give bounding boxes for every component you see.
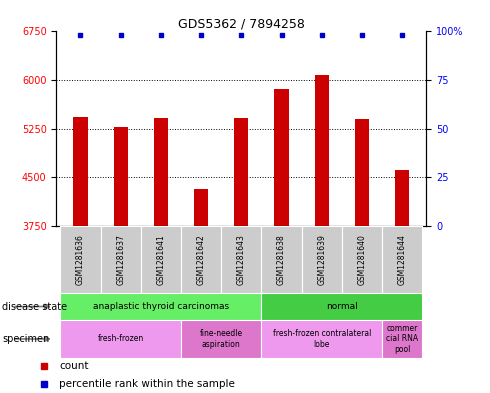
- Bar: [262, 293, 422, 320]
- Bar: [114, 127, 128, 226]
- Title: GDS5362 / 7894258: GDS5362 / 7894258: [178, 17, 305, 30]
- Bar: [382, 320, 422, 358]
- Text: fresh-frozen contralateral
lobe: fresh-frozen contralateral lobe: [272, 329, 371, 349]
- Text: commer
cial RNA
pool: commer cial RNA pool: [386, 324, 418, 354]
- Text: GSM1281636: GSM1281636: [76, 234, 85, 285]
- Bar: [181, 226, 221, 293]
- Text: GSM1281640: GSM1281640: [358, 234, 367, 285]
- Text: GSM1281644: GSM1281644: [398, 234, 407, 285]
- Text: GSM1281637: GSM1281637: [116, 234, 125, 285]
- Text: percentile rank within the sample: percentile rank within the sample: [59, 379, 235, 389]
- Text: normal: normal: [326, 302, 358, 311]
- Bar: [100, 226, 141, 293]
- Bar: [315, 75, 329, 226]
- Bar: [60, 226, 100, 293]
- Bar: [395, 169, 409, 226]
- Bar: [181, 320, 262, 358]
- Bar: [194, 189, 208, 226]
- Text: specimen: specimen: [2, 334, 49, 344]
- Text: GSM1281638: GSM1281638: [277, 234, 286, 285]
- Text: GSM1281643: GSM1281643: [237, 234, 246, 285]
- Bar: [74, 117, 88, 226]
- Bar: [355, 119, 369, 226]
- Text: GSM1281641: GSM1281641: [156, 234, 166, 285]
- Text: fine-needle
aspiration: fine-needle aspiration: [199, 329, 243, 349]
- Bar: [382, 226, 422, 293]
- Text: GSM1281642: GSM1281642: [196, 234, 206, 285]
- Text: disease state: disease state: [2, 301, 68, 312]
- Bar: [60, 320, 181, 358]
- Text: count: count: [59, 362, 89, 371]
- Bar: [262, 226, 302, 293]
- Text: GSM1281639: GSM1281639: [317, 234, 326, 285]
- Bar: [60, 293, 262, 320]
- Bar: [274, 88, 289, 226]
- Bar: [262, 320, 382, 358]
- Bar: [342, 226, 382, 293]
- Text: fresh-frozen: fresh-frozen: [98, 334, 144, 343]
- Text: anaplastic thyroid carcinomas: anaplastic thyroid carcinomas: [93, 302, 229, 311]
- Bar: [302, 226, 342, 293]
- Bar: [154, 118, 168, 226]
- Bar: [234, 118, 248, 226]
- Bar: [141, 226, 181, 293]
- Bar: [221, 226, 262, 293]
